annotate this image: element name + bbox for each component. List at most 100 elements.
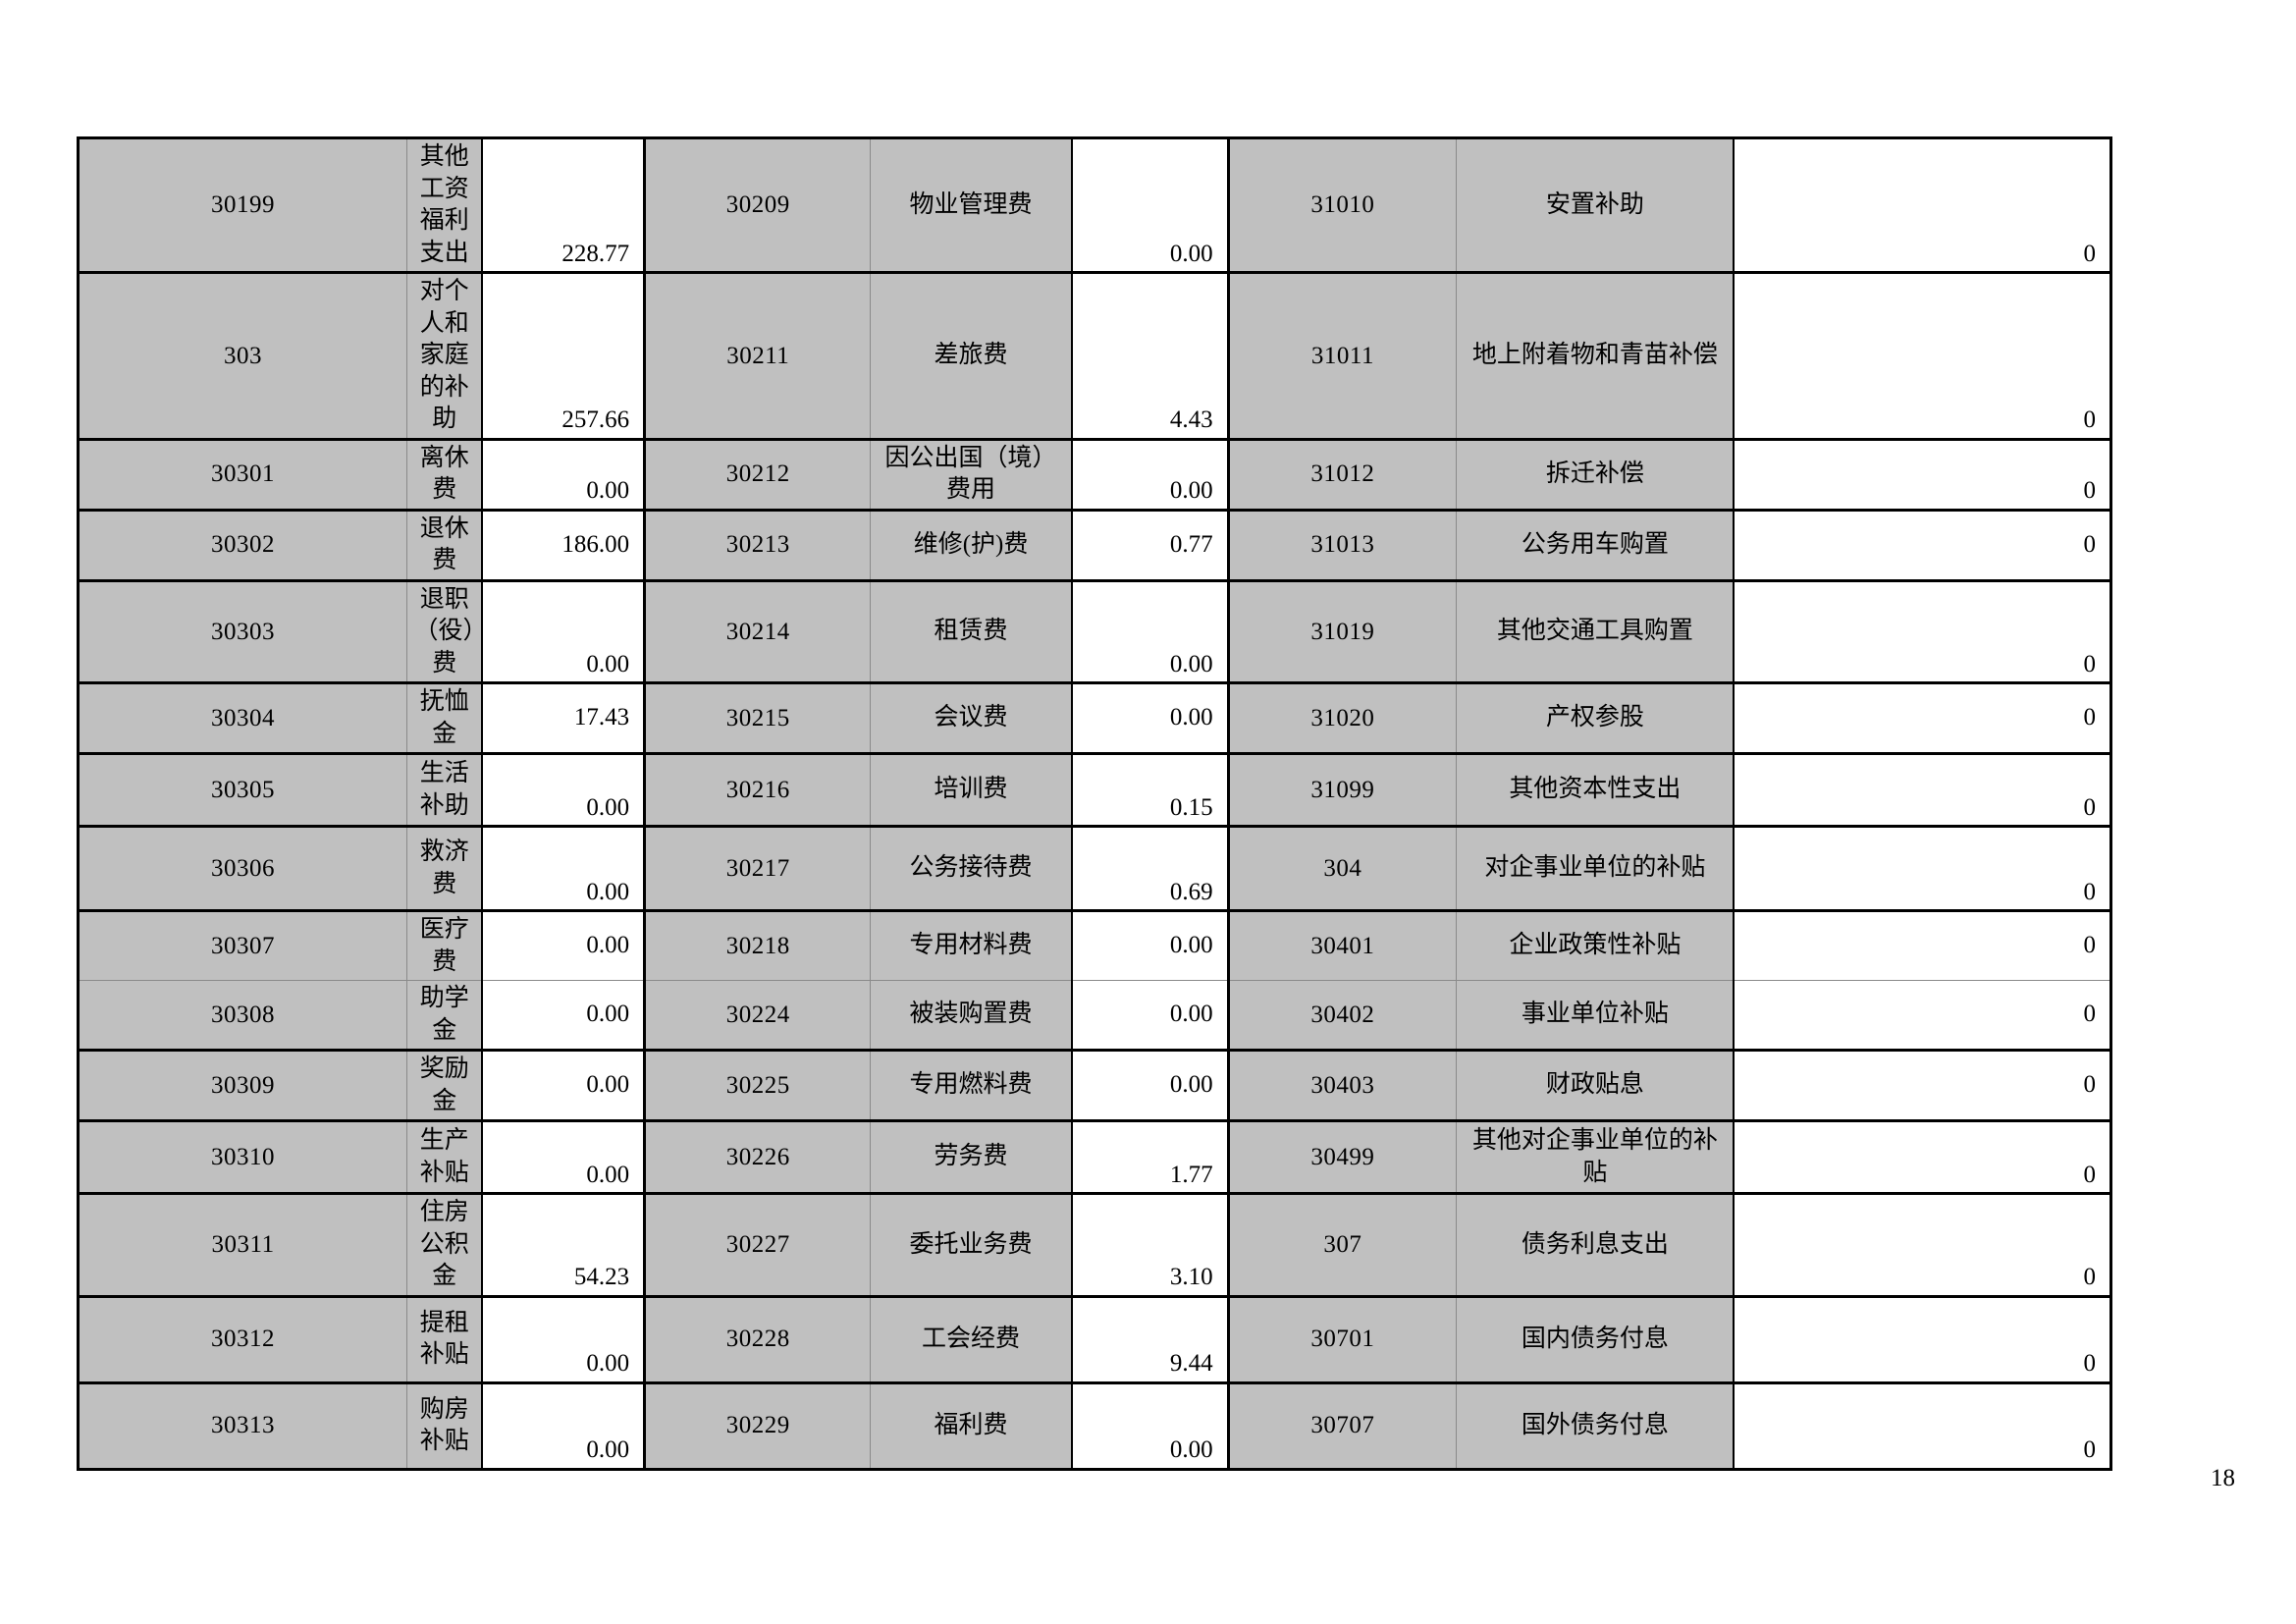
row-name-group1: 奖励金	[406, 1049, 483, 1121]
row-value-group1: 0.00	[481, 437, 646, 511]
row-name-group2: 专用材料费	[870, 909, 1073, 981]
row-code-group2: 30213	[643, 508, 872, 581]
table-row: 30306 救济费 0.00 30217 公务接待费 0.69 304 对企事业…	[77, 825, 2112, 911]
row-code-group1: 30311	[77, 1192, 408, 1297]
row-name-group1: 离休费	[406, 437, 483, 511]
table-row: 303 对个人和家庭的补助 257.66 30211 差旅费 4.43 3101…	[77, 271, 2112, 440]
row-value-group3: 0	[1733, 1119, 2112, 1194]
row-name-group2: 委托业务费	[870, 1192, 1073, 1297]
row-name-group2: 被装购置费	[870, 980, 1073, 1051]
row-code-group1: 30302	[77, 508, 408, 581]
row-code-group1: 30305	[77, 752, 408, 827]
row-code-group2: 30224	[643, 980, 872, 1051]
row-code-group1: 30313	[77, 1380, 408, 1471]
row-code-group3: 30401	[1226, 909, 1458, 981]
row-value-group3: 0	[1733, 1294, 2112, 1383]
row-value-group1: 0.00	[481, 980, 646, 1051]
table-row: 30305 生活补助 0.00 30216 培训费 0.15 31099 其他资…	[77, 752, 2112, 827]
row-value-group1: 0.00	[481, 1294, 646, 1383]
row-value-group2: 0.00	[1070, 1380, 1230, 1471]
row-name-group2: 会议费	[870, 681, 1073, 754]
row-name-group2: 工会经费	[870, 1294, 1073, 1383]
row-value-group2: 0.00	[1070, 578, 1230, 683]
row-code-group3: 31012	[1226, 437, 1458, 511]
row-name-group1: 抚恤金	[406, 681, 483, 754]
row-name-group3: 其他交通工具购置	[1456, 578, 1735, 683]
row-code-group3: 31019	[1226, 578, 1458, 683]
row-code-group2: 30209	[643, 137, 872, 273]
row-value-group2: 1.77	[1070, 1119, 1230, 1194]
row-code-group1: 30304	[77, 681, 408, 754]
row-name-group3: 地上附着物和青苗补偿	[1456, 271, 1735, 440]
row-code-group1: 30199	[77, 137, 408, 273]
row-name-group2: 培训费	[870, 752, 1073, 827]
row-value-group3: 0	[1733, 909, 2112, 981]
row-value-group3: 0	[1733, 825, 2112, 911]
row-value-group2: 0.69	[1070, 825, 1230, 911]
row-value-group1: 0.00	[481, 825, 646, 911]
row-value-group1: 17.43	[481, 681, 646, 754]
row-value-group2: 9.44	[1070, 1294, 1230, 1383]
row-value-group3: 0	[1733, 1049, 2112, 1121]
row-code-group3: 30499	[1226, 1119, 1458, 1194]
row-code-group1: 30308	[77, 980, 408, 1051]
row-value-group1: 186.00	[481, 508, 646, 581]
row-code-group2: 30211	[643, 271, 872, 440]
row-name-group2: 物业管理费	[870, 137, 1073, 273]
row-code-group3: 31020	[1226, 681, 1458, 754]
row-value-group1: 228.77	[481, 137, 646, 273]
row-code-group1: 30301	[77, 437, 408, 511]
row-code-group2: 30227	[643, 1192, 872, 1297]
row-name-group1: 住房公积金	[406, 1192, 483, 1297]
table-row: 30312 提租补贴 0.00 30228 工会经费 9.44 30701 国内…	[77, 1294, 2112, 1383]
row-value-group2: 0.00	[1070, 980, 1230, 1051]
row-name-group3: 公务用车购置	[1456, 508, 1735, 581]
row-code-group3: 31013	[1226, 508, 1458, 581]
row-value-group1: 54.23	[481, 1192, 646, 1297]
row-value-group3: 0	[1733, 271, 2112, 440]
row-name-group3: 事业单位补贴	[1456, 980, 1735, 1051]
row-name-group2: 福利费	[870, 1380, 1073, 1471]
table-row: 30307 医疗费 0.00 30218 专用材料费 0.00 30401 企业…	[77, 909, 2112, 981]
row-name-group2: 公务接待费	[870, 825, 1073, 911]
row-name-group3: 其他资本性支出	[1456, 752, 1735, 827]
row-code-group1: 303	[77, 271, 408, 440]
row-name-group1: 提租补贴	[406, 1294, 483, 1383]
table-row: 30311 住房公积金 54.23 30227 委托业务费 3.10 307 债…	[77, 1192, 2112, 1297]
row-value-group1: 0.00	[481, 1380, 646, 1471]
table-row: 30303 退职（役）费 0.00 30214 租赁费 0.00 31019 其…	[77, 578, 2112, 683]
row-value-group1: 0.00	[481, 909, 646, 981]
row-name-group1: 生活补助	[406, 752, 483, 827]
row-code-group3: 30707	[1226, 1380, 1458, 1471]
table-row: 30308 助学金 0.00 30224 被装购置费 0.00 30402 事业…	[77, 980, 2112, 1051]
row-value-group3: 0	[1733, 508, 2112, 581]
row-code-group2: 30225	[643, 1049, 872, 1121]
row-name-group3: 国内债务付息	[1456, 1294, 1735, 1383]
table-body: 30199 其他工资福利支出 228.77 30209 物业管理费 0.00 3…	[77, 137, 2112, 1471]
row-name-group3: 财政贴息	[1456, 1049, 1735, 1121]
row-name-group3: 其他对企事业单位的补贴	[1456, 1119, 1735, 1194]
row-code-group2: 30226	[643, 1119, 872, 1194]
row-value-group3: 0	[1733, 437, 2112, 511]
row-name-group3: 产权参股	[1456, 681, 1735, 754]
row-code-group1: 30307	[77, 909, 408, 981]
row-value-group3: 0	[1733, 1192, 2112, 1297]
row-value-group2: 0.00	[1070, 1049, 1230, 1121]
table-row: 30301 离休费 0.00 30212 因公出国（境）费用 0.00 3101…	[77, 437, 2112, 511]
row-value-group1: 0.00	[481, 1119, 646, 1194]
row-code-group2: 30215	[643, 681, 872, 754]
row-name-group2: 专用燃料费	[870, 1049, 1073, 1121]
row-name-group1: 其他工资福利支出	[406, 137, 483, 273]
row-value-group1: 0.00	[481, 1049, 646, 1121]
row-value-group3: 0	[1733, 1380, 2112, 1471]
row-value-group2: 0.77	[1070, 508, 1230, 581]
row-name-group3: 企业政策性补贴	[1456, 909, 1735, 981]
row-value-group2: 0.00	[1070, 909, 1230, 981]
row-name-group1: 购房补贴	[406, 1380, 483, 1471]
table-row: 30310 生产补贴 0.00 30226 劳务费 1.77 30499 其他对…	[77, 1119, 2112, 1194]
row-code-group2: 30214	[643, 578, 872, 683]
row-name-group3: 安置补助	[1456, 137, 1735, 273]
row-value-group3: 0	[1733, 752, 2112, 827]
row-code-group3: 30403	[1226, 1049, 1458, 1121]
